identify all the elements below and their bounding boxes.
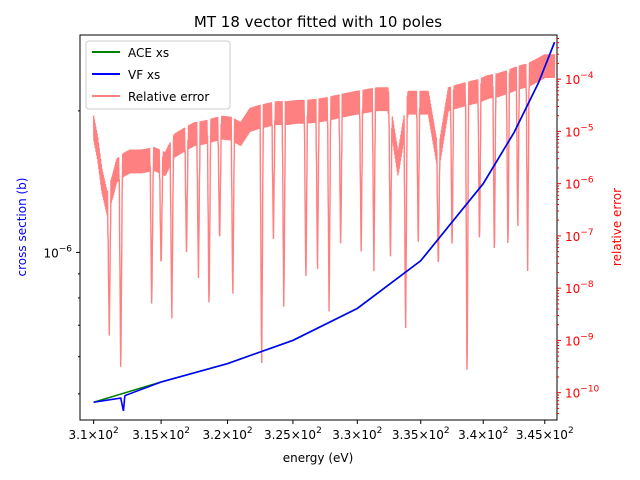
y-axis-right-label: relative error (610, 188, 624, 266)
x-tick-label: 3.15×102 (132, 426, 190, 442)
y-right-tick-label: 10−8 (565, 280, 594, 296)
x-tick-label: 3.35×102 (392, 426, 450, 442)
x-axis-label: energy (eV) (283, 451, 354, 465)
x-axis: 3.1×102 3.15×102 3.2×102 3.25×102 3.3×102 3.3… (69, 420, 574, 442)
y-right-tick-label: 10−9 (565, 332, 594, 348)
y-axis-right: 10−10 10−9 10−8 10−7 10−6 10−5 10−4 (557, 37, 600, 414)
y-left-tick-label: 10−6 (43, 244, 72, 260)
legend-label-relative-error: Relative error (128, 90, 209, 104)
y-axis-left: 10−6 (43, 110, 80, 395)
legend-label-vf-xs: VF xs (128, 68, 160, 82)
series-vf-xs (93, 41, 556, 412)
x-tick-label: 3.1×102 (69, 426, 119, 442)
axes-frame (79, 34, 558, 421)
x-tick-label: 3.45×102 (516, 426, 574, 442)
plot-area (92, 41, 556, 412)
y-axis-left-label: cross section (b) (15, 178, 29, 277)
legend-label-ace-xs: ACE xs (128, 46, 169, 60)
x-tick-label: 3.2×102 (202, 426, 252, 442)
y-right-tick-label: 10−7 (565, 228, 594, 244)
y-right-tick-label: 10−5 (565, 123, 594, 139)
legend-box (85, 40, 231, 110)
y-right-tick-label: 10−10 (565, 385, 600, 401)
x-tick-label: 3.4×102 (458, 426, 508, 442)
x-tick-label: 3.3×102 (332, 426, 382, 442)
chart-title: MT 18 vector fitted with 10 poles (194, 13, 442, 31)
y-right-tick-label: 10−4 (565, 71, 594, 87)
legend: ACE xs VF xs Relative error (85, 40, 231, 110)
x-tick-label: 3.25×102 (264, 426, 322, 442)
y-right-tick-label: 10−6 (565, 176, 594, 192)
series-relative-error (92, 54, 556, 370)
